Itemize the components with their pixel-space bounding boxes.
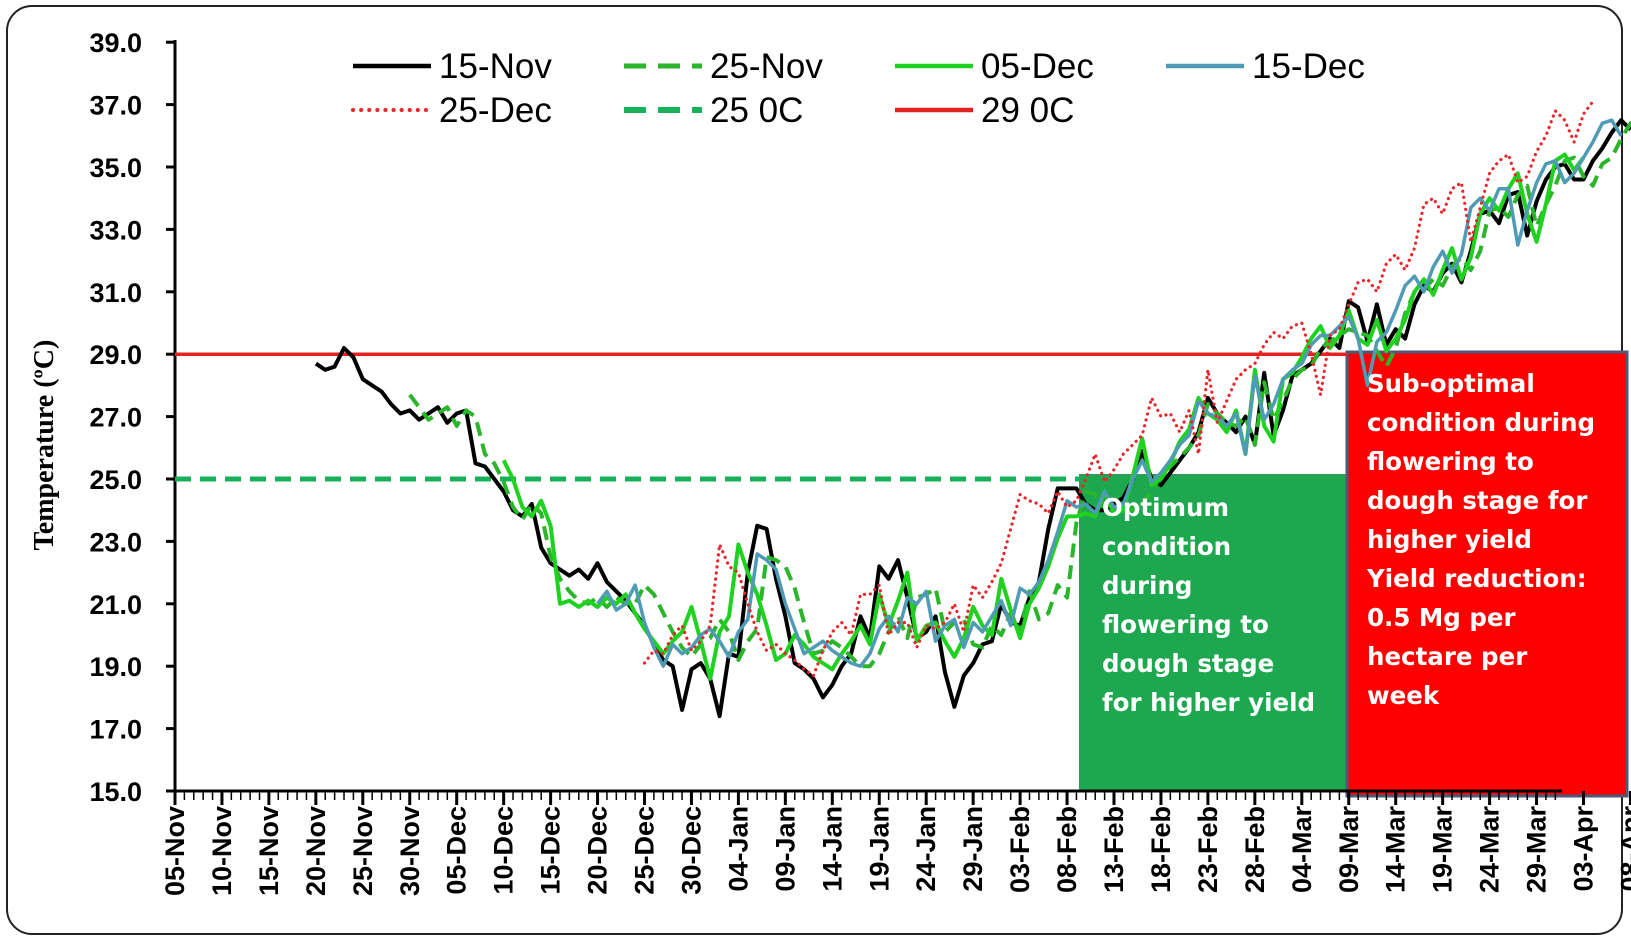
- y-tick-label: 19.0: [89, 652, 142, 682]
- x-tick-label: 08-Apr: [1615, 806, 1631, 892]
- x-tick-label: 23-Feb: [1193, 806, 1223, 893]
- y-tick-label: 39.0: [89, 28, 142, 58]
- x-tick-label: 04-Mar: [1287, 806, 1317, 894]
- x-tick-label: 09-Jan: [770, 806, 800, 892]
- x-tick-label: 05-Dec: [442, 806, 472, 895]
- y-tick-label: 15.0: [89, 777, 142, 807]
- y-tick-label: 25.0: [89, 465, 142, 495]
- x-tick-label: 04-Jan: [723, 806, 753, 892]
- y-tick-label: 17.0: [89, 715, 142, 745]
- x-tick-label: 25-Nov: [348, 806, 378, 896]
- suboptimal-annotation-text: Sub-optimal condition during flowering t…: [1367, 369, 1596, 710]
- suboptimal-condition-box: [1345, 350, 1629, 798]
- y-tick-label: 27.0: [89, 403, 142, 433]
- series-line-25-dec: [642, 99, 1595, 678]
- x-tick-label: 20-Nov: [301, 806, 331, 896]
- optimum-condition-box: [1079, 474, 1348, 792]
- series-line-25-nov: [408, 121, 1631, 669]
- x-tick-label: 20-Dec: [583, 806, 613, 895]
- y-axis-label: Temperature (ºC): [29, 340, 60, 551]
- legend-label: 29 0C: [981, 91, 1074, 130]
- x-tick-label: 29-Mar: [1522, 806, 1552, 894]
- x-tick-label: 29-Jan: [958, 806, 988, 892]
- axes-layer: 15.0 17.0 19.0 21.0 23.0 25.0 27.0 29.0 31.0 33.0…: [89, 28, 1631, 896]
- x-tick-label: 13-Feb: [1099, 806, 1129, 893]
- y-tick-label: 33.0: [89, 215, 142, 245]
- annotation-layer: [1079, 350, 1629, 798]
- series-line-15-nov: [314, 118, 1631, 719]
- x-tick-label: 15-Nov: [254, 806, 284, 896]
- x-tick-label: 19-Mar: [1428, 806, 1458, 894]
- x-tick-label: 14-Jan: [817, 806, 847, 892]
- x-tick-label: 30-Dec: [676, 806, 706, 895]
- legend: 15-Nov 25-Nov 05-Dec 15-Dec 25-Dec 25 0C 29 0C: [351, 47, 1365, 130]
- x-tick-label: 19-Jan: [864, 806, 894, 892]
- x-tick-label: 18-Feb: [1146, 806, 1176, 893]
- x-tick-label: 09-Mar: [1334, 806, 1364, 894]
- y-tick-label: 31.0: [89, 278, 142, 308]
- legend-label: 25-Nov: [710, 47, 823, 86]
- x-tick-label: 24-Mar: [1475, 806, 1505, 894]
- y-tick-label: 29.0: [89, 340, 142, 370]
- reference-lines: [175, 352, 1347, 482]
- x-tick-label: 05-Nov: [160, 806, 190, 896]
- x-tick-label: 03-Feb: [1005, 806, 1035, 893]
- legend-label: 25-Dec: [439, 91, 552, 130]
- optimum-annotation-text: Optimum condition during flowering to do…: [1102, 493, 1316, 717]
- x-tick-label: 03-Apr: [1569, 806, 1599, 892]
- legend-label: 05-Dec: [981, 47, 1094, 86]
- y-tick-label: 35.0: [89, 153, 142, 183]
- x-tick-label: 28-Feb: [1240, 806, 1270, 893]
- x-tick-label: 14-Mar: [1381, 806, 1411, 894]
- legend-label: 25 0C: [710, 91, 803, 130]
- series-line-15-dec: [596, 118, 1623, 668]
- legend-label: 15-Dec: [1252, 47, 1365, 86]
- x-tick-label: 10-Dec: [489, 806, 519, 895]
- y-tick-label: 37.0: [89, 91, 142, 121]
- x-tick-label: 24-Jan: [911, 806, 941, 892]
- x-tick-label: 25-Dec: [630, 806, 660, 895]
- legend-label: 15-Nov: [439, 47, 552, 86]
- series-layer: [314, 99, 1631, 719]
- x-tick-label: 10-Nov: [207, 806, 237, 896]
- x-tick-label: 15-Dec: [536, 806, 566, 895]
- x-tick-label: 30-Nov: [395, 806, 425, 896]
- x-tick-label: 08-Feb: [1052, 806, 1082, 893]
- y-tick-label: 23.0: [89, 527, 142, 557]
- y-tick-label: 21.0: [89, 590, 142, 620]
